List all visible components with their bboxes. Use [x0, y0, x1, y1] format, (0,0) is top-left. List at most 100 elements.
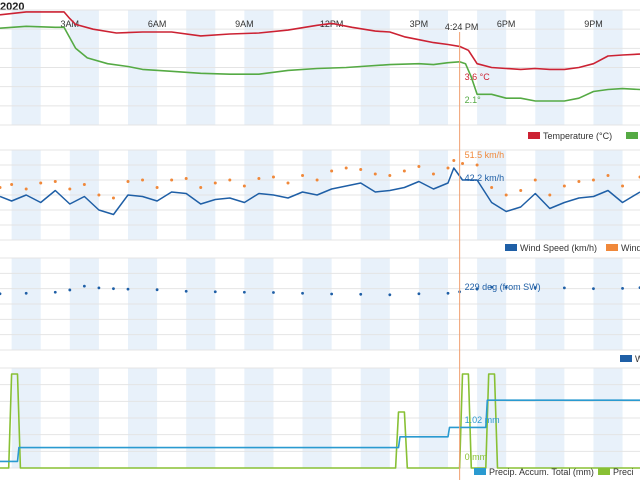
wind-gust-point: [199, 186, 203, 189]
wind-direction-point: [592, 287, 595, 291]
time-cursor: 4:24 PM: [445, 22, 479, 480]
legend-label[interactable]: Temperature (°C): [543, 131, 612, 141]
wind-gust-point: [330, 169, 334, 173]
wind-gust-point: [111, 196, 115, 200]
wind-direction-point: [359, 292, 363, 296]
wind-gust-point: [344, 166, 348, 170]
wind-panel: [0, 159, 640, 216]
value-annotation: 42.2 km/h: [465, 173, 505, 183]
wind-gust-point: [402, 169, 406, 173]
wind-direction-point: [475, 287, 479, 291]
value-annotation: 51.5 km/h: [465, 150, 505, 160]
wind-gust-point: [271, 175, 275, 179]
legend-swatch: [505, 244, 517, 251]
legend-swatch: [474, 468, 486, 475]
precip-total-line: [0, 399, 640, 463]
wind-direction-point: [184, 289, 188, 293]
wind-gust-point: [97, 193, 101, 197]
wind-gust-point: [155, 186, 159, 189]
wind-direction-point: [24, 291, 28, 295]
wind-gust-point: [126, 180, 130, 183]
wind-direction-point: [490, 285, 494, 289]
wind-direction-point: [446, 291, 450, 295]
value-annotation: 2.1°: [465, 95, 482, 105]
legend-swatch: [606, 244, 618, 251]
wind-gust-point: [68, 187, 72, 191]
legend-label[interactable]: Precip. Accum. Total (mm): [489, 467, 594, 477]
wind-direction-point: [126, 287, 130, 291]
wind-gust-point: [548, 193, 552, 197]
legend-label[interactable]: W: [635, 354, 640, 364]
wind-gust-point: [141, 178, 145, 182]
wind-gust-point: [24, 187, 28, 191]
wind-direction-point: [68, 288, 72, 292]
wind-gust-point: [170, 178, 174, 182]
time-tick-label: 6PM: [497, 19, 516, 29]
wind-gust-point: [490, 186, 494, 189]
wind-gust-point: [257, 177, 261, 180]
precip-rate-line: [0, 373, 640, 469]
legend-label[interactable]: Wind Speed (km/h): [520, 243, 597, 253]
wind-direction-point: [112, 287, 115, 291]
temperature-line: [0, 11, 640, 71]
wind-gust-point: [242, 184, 246, 188]
wind-direction-point: [155, 288, 159, 292]
legend-swatch: [528, 132, 540, 139]
time-tick-label: 6AM: [148, 19, 167, 29]
wind-gust-point: [577, 180, 581, 183]
wind-gust-point: [53, 180, 57, 183]
time-tick-label: 3AM: [61, 19, 80, 29]
wind-direction-point: [388, 293, 392, 297]
wind-gust-point: [359, 168, 363, 171]
hour-bands: [11, 10, 623, 468]
precip-panel: [0, 373, 640, 469]
legend-label[interactable]: Preci: [613, 467, 634, 477]
time-tick-label: 9AM: [235, 19, 254, 29]
wind-direction-point: [417, 292, 421, 296]
wind-direction-point: [82, 284, 86, 288]
wind-direction-point: [97, 286, 101, 290]
wind-gust-point: [373, 172, 377, 176]
wind-gust-point: [301, 174, 305, 177]
wind-direction-point: [272, 291, 275, 294]
wind-direction-point: [504, 285, 508, 289]
wind-direction-point: [213, 290, 217, 294]
temperature-panel: [0, 11, 640, 102]
wind-direction-point: [330, 292, 334, 296]
wind-gust-point: [417, 165, 421, 168]
legend-swatch: [626, 132, 638, 139]
wind-gust-point: [82, 183, 86, 186]
wind-gust-point: [446, 166, 450, 170]
wind-gust-point: [286, 181, 290, 185]
wind-direction-point: [53, 290, 57, 294]
time-tick-label: 9PM: [584, 19, 603, 29]
wind-gust-point: [228, 178, 232, 182]
wind-direction-panel: [0, 284, 640, 297]
dewpoint-line: [0, 25, 640, 102]
wind-gust-point: [184, 177, 188, 180]
legend-swatch: [598, 468, 610, 475]
annotations: 3.6 °C 2.1° 51.5 km/h 42.2 km/h 229 deg (fro…: [465, 72, 541, 462]
wind-gust-point: [39, 181, 43, 185]
time-tick-label: 3PM: [410, 19, 429, 29]
cursor-time-label: 4:24 PM: [445, 22, 479, 32]
value-annotation: 1.02 mm: [465, 415, 500, 425]
wind-gust-point: [562, 184, 566, 188]
wind-gust-point: [213, 181, 217, 185]
wind-gust-point: [621, 184, 625, 188]
legend-label[interactable]: Wind: [621, 243, 640, 253]
wind-direction-point: [621, 287, 624, 290]
legend-swatch: [620, 355, 632, 362]
value-annotation: 3.6 °C: [465, 72, 491, 82]
wind-gust-point: [504, 193, 508, 197]
wind-direction-point: [301, 291, 304, 295]
wind-gust-point: [519, 189, 523, 192]
wind-gust-point: [591, 178, 595, 182]
wind-speed-line: [0, 167, 640, 216]
wind-gust-point: [475, 163, 479, 167]
wind-gust-point: [461, 162, 465, 165]
legends: Temperature (°C) Wind Speed (km/h) Wind W Pr…: [474, 131, 640, 477]
wind-direction-point: [562, 286, 566, 290]
wind-gust-point: [533, 178, 537, 182]
